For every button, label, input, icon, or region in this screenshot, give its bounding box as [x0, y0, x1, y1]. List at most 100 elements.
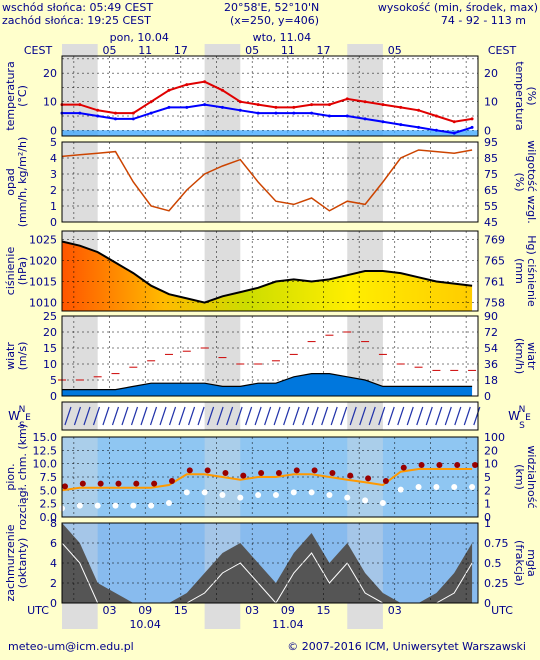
visibility-tick-label: 10.0 [33, 458, 58, 471]
wind-barb [292, 406, 300, 426]
top-axis-tz: CEST [24, 44, 53, 57]
fog-tick-label: 0.75 [484, 537, 509, 550]
cloud-top-point [240, 472, 247, 479]
bottom-axis-tz-right: UTC [491, 604, 513, 617]
temperature-point [220, 88, 224, 92]
night-band [204, 316, 241, 396]
elevation-values: 74 - 92 - 113 m [440, 14, 526, 27]
wind-barb [330, 406, 338, 426]
wind-tick-label-right: 54 [484, 342, 498, 355]
cloud-tick-label: 6 [50, 537, 57, 550]
pressure-tick-label: 1020 [29, 254, 57, 267]
compass-s-label: S [19, 421, 25, 431]
dew-point-point [78, 111, 82, 115]
fog-tick-label: 1 [484, 517, 491, 530]
wind-barb [435, 406, 443, 426]
cloud-top-point [168, 478, 175, 484]
temperature-point [149, 100, 153, 104]
temperature-tick-label: 0 [50, 124, 57, 137]
visibility-tick-label: 0.0 [40, 511, 58, 524]
dew-point-point [274, 111, 278, 115]
cloud-base-low-point [326, 492, 333, 498]
dew-point-point [452, 131, 456, 135]
pressure-tick-label: 1025 [29, 233, 57, 246]
wind-barb [359, 406, 367, 426]
wind-barb [302, 406, 310, 426]
cloud-top-point [151, 480, 158, 487]
dew-point-point [399, 123, 403, 127]
dew-point-point [434, 128, 438, 132]
cloud-base-low-point [344, 494, 351, 501]
wind-barb [73, 406, 82, 426]
compass-n-label: N [19, 405, 26, 415]
visibility-tick-label: 2.5 [40, 498, 58, 511]
cloud-ylabel: (oktanty) [16, 538, 29, 589]
bottom-axis-hour-label: 15 [174, 604, 188, 617]
wind-tick-label: 25 [43, 310, 57, 323]
visibility-tick-label-right: 1 [484, 498, 491, 511]
fog-tick-label: 0.25 [484, 577, 509, 590]
wind-barb [140, 406, 148, 426]
cloud-top-point [204, 467, 211, 474]
wind-ylabel: (m/s) [16, 342, 29, 371]
wind-barb [473, 406, 481, 426]
visibility-tick-label-right: 10 [484, 458, 498, 471]
temperature-point [238, 100, 242, 104]
visibility-ylabel-right: widzialność [525, 445, 538, 508]
night-band [347, 56, 383, 136]
visibility-tick-label-right: 2 [484, 484, 491, 497]
panel-frame [61, 141, 479, 223]
humidity-tick-label: 75 [484, 168, 498, 181]
night-band-top [62, 44, 98, 56]
wind-tick-label: 0 [50, 390, 57, 403]
night-band-top [347, 44, 383, 56]
dew-point-point [363, 117, 367, 121]
cloud-ylabel-right: (frakcja) [513, 540, 526, 586]
cloud-base-low-point [272, 492, 279, 498]
dew-point-point [256, 111, 260, 115]
cloud-base-low-point [255, 492, 262, 498]
dew-point-point [470, 125, 474, 129]
wind-barb [102, 406, 110, 426]
email-link[interactable]: meteo-um@icm.edu.pl [8, 640, 134, 653]
temperature-point [167, 88, 171, 92]
cloud-base-low-point [362, 497, 369, 504]
night-band [62, 56, 98, 136]
wind-barb [235, 406, 243, 426]
cloud-top-point [347, 472, 354, 479]
dew-point-point [327, 114, 331, 118]
humidity-line [61, 149, 473, 212]
panel-frame [61, 436, 479, 518]
cloud-top-point [472, 462, 479, 468]
snow-rain-band [62, 130, 478, 136]
compass-e-label-right: E [525, 413, 531, 423]
bottom-axis-date-label: 10.04 [129, 618, 161, 631]
cloud-top-point [62, 483, 68, 490]
cloud-base-low-point [451, 484, 458, 490]
cloud-top-point [79, 480, 86, 487]
wind-barb [368, 406, 376, 426]
cloud-base-low-point [308, 489, 315, 496]
pressure-tick-label: 1010 [29, 297, 57, 310]
coordinates-text: 20°58'E, 52°10'N [224, 1, 320, 14]
wind-barb [178, 406, 186, 426]
temperature-point [381, 103, 385, 107]
temperature-point [274, 105, 278, 109]
temperature-point [113, 111, 117, 115]
cloud-top-point [454, 462, 461, 468]
top-axis-tz-right: CEST [488, 44, 517, 57]
wind-barb [92, 406, 101, 426]
top-axis-hour-label: 11 [138, 44, 152, 57]
cloud-top-point [222, 470, 229, 476]
wind-tick-label-right: 0 [484, 390, 491, 403]
cloud-top-point [418, 462, 425, 468]
wind-barb [216, 406, 224, 426]
dew-point-point [292, 111, 296, 115]
wind-barb [254, 406, 262, 426]
cloud-top-point [186, 467, 193, 474]
visibility-tick-label-right: 5 [484, 471, 491, 484]
copyright-text: © 2007-2016 ICM, Uniwersytet Warszawski [287, 640, 526, 653]
precipitation-tick-label: 2 [50, 184, 57, 197]
compass-e-label: E [25, 413, 31, 423]
